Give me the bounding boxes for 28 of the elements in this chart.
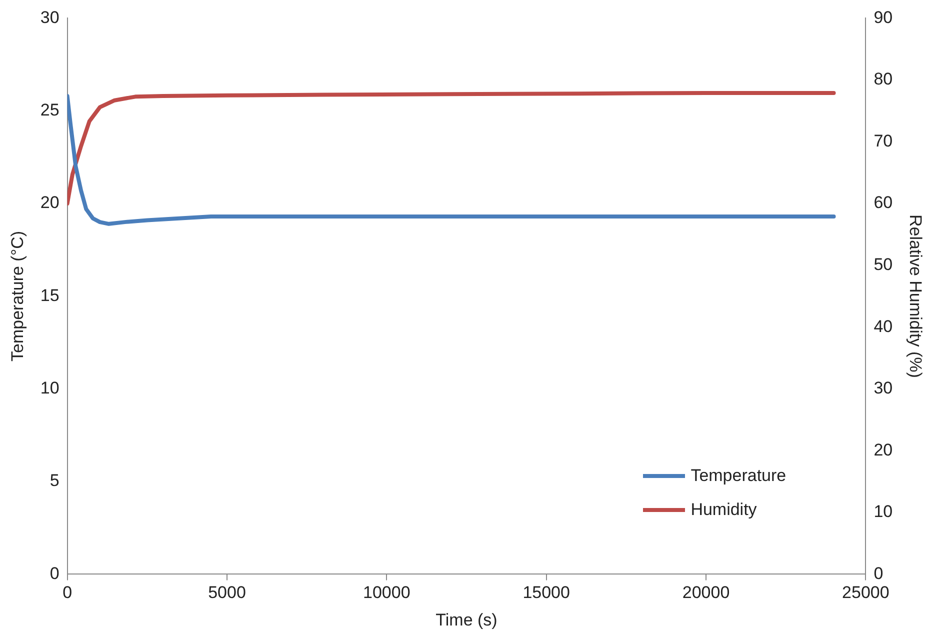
legend-label: Temperature — [690, 466, 786, 486]
x-tick-label: 20000 — [682, 583, 730, 602]
y2-tick-label: 70 — [874, 131, 893, 150]
y-tick-label: 20 — [40, 193, 60, 212]
y2-tick-label: 90 — [874, 8, 893, 27]
y-tick-label: 10 — [40, 378, 60, 398]
y-tick-label: 5 — [50, 471, 60, 490]
y-tick-label: 0 — [50, 564, 60, 583]
y2-tick-label: 10 — [874, 502, 893, 522]
y2-tick-label: 0 — [874, 564, 884, 583]
x-tick-label: 25000 — [842, 583, 890, 602]
y-tick-label: 30 — [40, 8, 60, 27]
y-tick-label: 15 — [40, 286, 60, 305]
y2-tick-label: 50 — [874, 255, 893, 274]
legend-label: Humidity — [690, 500, 757, 520]
y2-axis-title: Relative Humidity (%) — [906, 214, 926, 378]
x-axis-title: Time (s) — [436, 610, 498, 630]
x-tick-label: 0 — [62, 583, 72, 602]
x-tick-label: 10000 — [363, 583, 410, 602]
y2-tick-label: 30 — [874, 378, 893, 398]
y2-tick-label: 60 — [874, 193, 893, 212]
y2-tick-label: 80 — [874, 70, 893, 89]
x-tick-label: 5000 — [208, 583, 246, 602]
y-axis-title: Temperature (°C) — [8, 230, 27, 362]
x-tick-label: 15000 — [522, 583, 570, 602]
y2-tick-label: 40 — [874, 316, 893, 336]
y2-tick-label: 20 — [874, 440, 893, 460]
y-tick-label: 25 — [40, 100, 60, 120]
